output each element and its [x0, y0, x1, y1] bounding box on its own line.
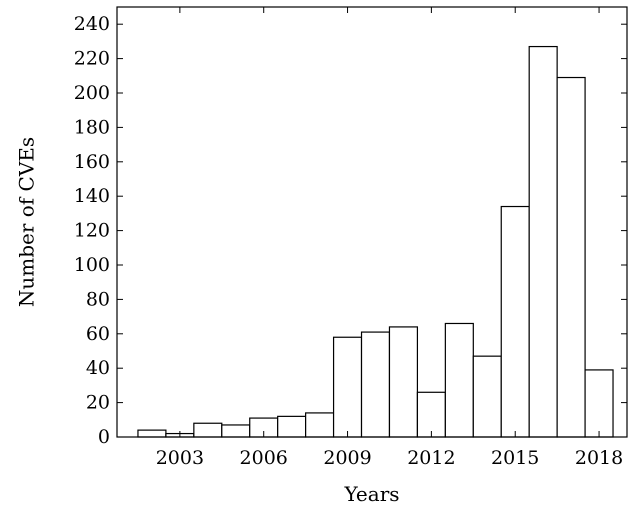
y-tick-label-60: 60: [86, 323, 110, 345]
x-tick-label-2006: 2006: [240, 447, 288, 469]
y-tick-label-140: 140: [74, 185, 110, 207]
bar-2009: [332, 336, 363, 438]
bar-2011: [388, 326, 419, 438]
bar-2016: [528, 45, 558, 438]
bar-2007: [277, 415, 307, 438]
y-tick-label-240: 240: [74, 13, 110, 35]
bar-2018: [584, 369, 614, 438]
ticks-group: 0 20 40 60 80 100 120 140 160 180 200 220 240 2003 200…: [74, 7, 627, 469]
x-tick-label-2009: 2009: [323, 447, 371, 469]
y-tick-label-20: 20: [86, 392, 110, 414]
bars-group: [137, 45, 614, 438]
bar-2015: [500, 205, 530, 438]
y-tick-label-100: 100: [74, 254, 110, 276]
y-tick-label-120: 120: [74, 220, 110, 242]
y-tick-label-0: 0: [98, 426, 110, 448]
bar-2010: [360, 331, 391, 438]
y-tick-label-180: 180: [74, 116, 110, 138]
bar-2002: [137, 429, 167, 438]
x-tick-label-2003: 2003: [156, 447, 204, 469]
bar-2014: [472, 355, 502, 438]
bar-2004: [193, 422, 223, 438]
x-tick-label-2018: 2018: [575, 447, 623, 469]
bar-2017: [556, 76, 586, 438]
y-tick-label-80: 80: [86, 288, 110, 310]
bar-2013: [444, 322, 474, 438]
y-tick-label-200: 200: [74, 82, 110, 104]
plot-frame: [116, 6, 628, 438]
bar-2005: [221, 424, 251, 438]
bar-2008: [305, 412, 335, 438]
x-axis-title: Years: [343, 482, 399, 506]
x-tick-label-2015: 2015: [491, 447, 539, 469]
x-tick-label-2012: 2012: [407, 447, 455, 469]
y-tick-label-220: 220: [74, 48, 110, 70]
y-tick-label-160: 160: [74, 151, 110, 173]
bar-2012: [416, 391, 446, 438]
y-axis-title: Number of CVEs: [15, 137, 39, 307]
y-tick-label-40: 40: [86, 357, 110, 379]
